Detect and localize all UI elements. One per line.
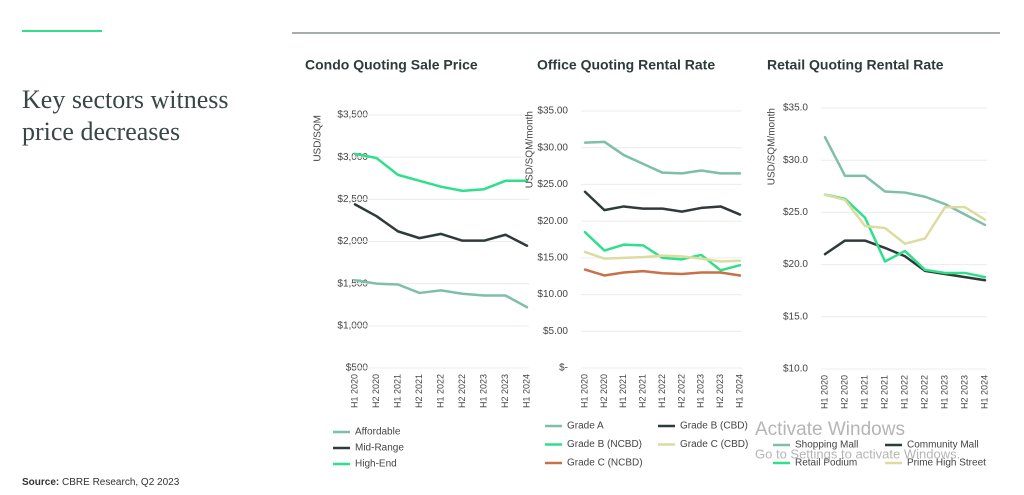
x-tick-label: H2 2022 xyxy=(676,374,686,408)
watermark-title: Activate Windows xyxy=(755,419,905,440)
y-tick-label: $- xyxy=(559,363,568,374)
chart-title: Office Quoting Rental Rate xyxy=(537,57,715,73)
x-tick-label: H1 2020 xyxy=(579,374,589,408)
x-tick-label: H1 2022 xyxy=(435,374,445,408)
x-tick-label: H2 2020 xyxy=(599,374,609,408)
x-tick-label: H1 2024 xyxy=(979,375,989,409)
legend-label: Community Mall xyxy=(907,440,979,451)
x-tick-label: H2 2022 xyxy=(457,374,467,408)
x-tick-label: H1 2020 xyxy=(819,375,829,409)
x-tick-label: H1 2022 xyxy=(657,374,667,408)
series-line xyxy=(823,135,987,227)
x-tick-label: H1 2022 xyxy=(899,375,909,409)
legend-label: Grade C (CBD) xyxy=(680,439,748,450)
x-tick-label: H1 2021 xyxy=(859,375,869,409)
x-tick-label: H2 2021 xyxy=(638,374,648,408)
x-tick-label: H1 2024 xyxy=(521,374,531,408)
x-tick-label: H2 2022 xyxy=(919,375,929,409)
x-tick-label: H1 2024 xyxy=(734,374,744,408)
series-line xyxy=(583,140,742,175)
x-tick-label: H1 2023 xyxy=(696,374,706,408)
y-tick-label: $15.0 xyxy=(783,311,808,322)
y-axis-label: USD/SQM/month xyxy=(525,111,536,188)
source-label: Source: xyxy=(22,477,60,488)
chart-title: Condo Quoting Sale Price xyxy=(305,57,478,73)
y-tick-label: $20.00 xyxy=(537,216,568,227)
y-tick-label: $35.00 xyxy=(537,106,568,117)
y-tick-label: $25.00 xyxy=(537,179,568,190)
watermark-text: Go to Settings to activate Windows. xyxy=(755,446,960,461)
y-tick-label: $30.00 xyxy=(537,142,568,153)
series-line xyxy=(583,230,742,272)
source: Source: CBRE Research, Q2 2023 xyxy=(22,477,179,488)
x-tick-label: H2 2020 xyxy=(371,374,381,408)
x-tick-label: H2 2023 xyxy=(959,375,969,409)
series-line xyxy=(583,190,742,216)
chart-title: Retail Quoting Rental Rate xyxy=(767,57,944,73)
y-tick-label: $5.00 xyxy=(543,326,568,337)
x-tick-label: H2 2023 xyxy=(500,374,510,408)
series-line xyxy=(583,250,742,263)
y-tick-label: $10.00 xyxy=(537,289,568,300)
y-axis-label: USD/SQM xyxy=(313,115,324,162)
y-tick-label: $10.0 xyxy=(783,364,808,375)
x-tick-label: H2 2021 xyxy=(414,374,424,408)
legend-label: High-End xyxy=(355,459,397,470)
y-tick-label: $15.00 xyxy=(537,252,568,263)
legend-label: Grade B (NCBD) xyxy=(567,439,642,450)
legend-label: Prime High Street xyxy=(907,458,986,469)
legend-label: Grade C (NCBD) xyxy=(567,458,643,469)
series-line xyxy=(353,152,529,193)
legend-label: Affordable xyxy=(355,427,401,438)
x-tick-label: H1 2020 xyxy=(349,374,359,408)
x-tick-label: H2 2020 xyxy=(839,375,849,409)
legend-label: Grade B (CBD) xyxy=(680,421,748,432)
x-tick-label: H1 2021 xyxy=(618,374,628,408)
series-line xyxy=(353,279,529,309)
y-tick-label: $20.0 xyxy=(783,259,808,270)
x-tick-label: H1 2021 xyxy=(392,374,402,408)
y-tick-label: $25.0 xyxy=(783,207,808,218)
y-axis-label: USD/SQM/month xyxy=(767,108,778,185)
series-line xyxy=(353,203,529,247)
legend-label: Shopping Mall xyxy=(795,440,858,451)
heading: Key sectors witness price decreases xyxy=(22,85,229,146)
series-line xyxy=(583,268,742,277)
series-line xyxy=(823,193,987,245)
source-text: CBRE Research, Q2 2023 xyxy=(62,477,180,488)
legend-label: Retail Podium xyxy=(795,458,857,469)
series-line xyxy=(823,193,987,279)
series-line xyxy=(823,239,987,282)
x-tick-label: H1 2023 xyxy=(939,375,949,409)
legend-label: Grade A xyxy=(567,421,604,432)
legend-label: Mid-Range xyxy=(355,443,404,454)
x-tick-label: H1 2023 xyxy=(478,374,488,408)
y-tick-label: $35.0 xyxy=(783,103,808,114)
x-tick-label: H2 2021 xyxy=(879,375,889,409)
y-tick-label: $30.0 xyxy=(783,155,808,166)
x-tick-label: H2 2023 xyxy=(715,374,725,408)
